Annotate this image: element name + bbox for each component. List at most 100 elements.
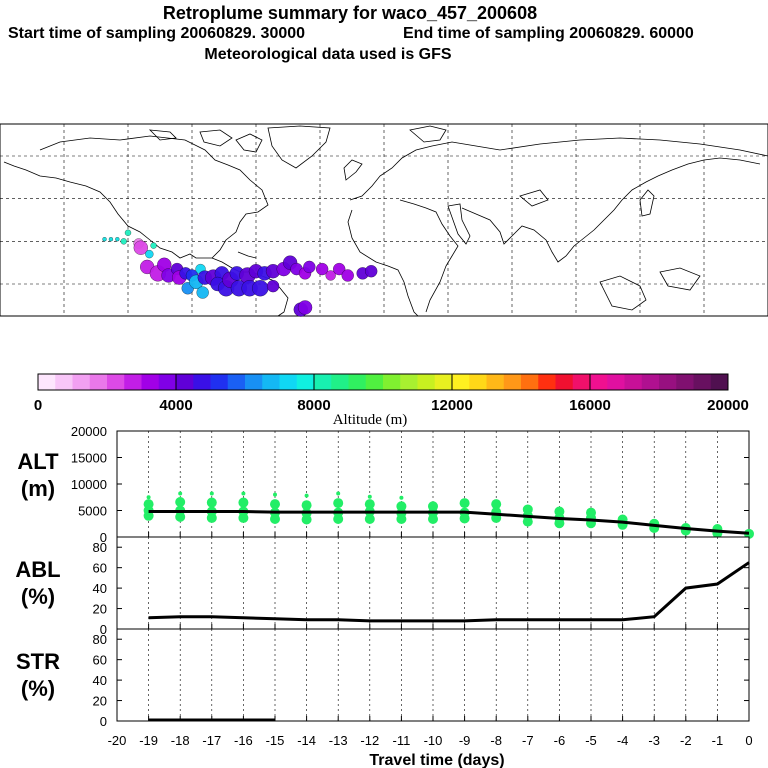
plume-marker	[333, 262, 346, 276]
colorbar-cell	[89, 374, 108, 390]
time-series-panels: 05000100001500020000ALT(m)020406080ABL(%…	[15, 424, 754, 768]
colorbar-tick-label: 4000	[159, 397, 192, 414]
start-time-label: Start time of sampling 20060829. 30000	[8, 25, 306, 42]
colorbar-cell	[417, 374, 436, 390]
alt-point	[522, 504, 533, 515]
alt-point	[241, 491, 246, 496]
altitude-colorbar: 0 4000 8000 12000 16000 20000 Altitude (m)	[34, 373, 749, 428]
x-tick-label: -18	[171, 733, 190, 748]
colorbar-tick-label: 16000	[569, 397, 611, 414]
colorbar-cell	[107, 374, 125, 390]
x-axis-label: Travel time (days)	[369, 752, 504, 768]
y-tick-label: 80	[93, 540, 107, 555]
colorbar-tick-label: 8000	[297, 397, 330, 414]
alt-point	[206, 497, 217, 508]
retroplume-markers	[102, 229, 378, 317]
coastlines	[3, 125, 768, 317]
alt-point	[304, 493, 309, 498]
alt-point	[273, 492, 277, 497]
x-tick-label: -5	[585, 733, 597, 748]
alt-point	[554, 506, 565, 517]
alt-median-line	[148, 510, 750, 535]
alt-point	[364, 499, 375, 510]
met-data-label: Meteorological data used is GFS	[204, 46, 452, 63]
x-tick-label: -4	[617, 733, 629, 748]
plume-marker	[196, 286, 209, 299]
alt-point	[178, 491, 183, 496]
colorbar-cell	[124, 374, 142, 390]
colorbar-cell	[383, 374, 401, 390]
plume-marker	[133, 240, 148, 255]
alt-point	[333, 498, 344, 509]
colorbar-frame	[37, 373, 729, 391]
alt-point	[270, 499, 280, 510]
colorbar-cell	[503, 374, 522, 390]
x-tick-label: -19	[139, 733, 158, 748]
x-tick-label: -2	[680, 733, 692, 748]
colorbar-cell	[331, 374, 349, 390]
alt-point	[586, 507, 596, 518]
x-tick-label: -9	[459, 733, 471, 748]
colorbar-cell	[296, 374, 315, 390]
plume-marker	[365, 265, 378, 278]
plume-marker	[315, 262, 329, 276]
plume-marker	[108, 237, 114, 242]
colorbar-cell	[452, 374, 470, 390]
colorbar-cell	[158, 374, 177, 390]
plume-marker	[145, 249, 154, 259]
colorbar-cell	[210, 374, 229, 390]
alt-point	[146, 495, 151, 500]
colorbar-cell	[38, 374, 56, 390]
alt-point	[336, 491, 341, 496]
y-tick-label: 5000	[78, 504, 107, 519]
abl-line	[148, 561, 750, 623]
colorbar-cell	[538, 374, 556, 390]
plume-marker	[297, 300, 313, 315]
colorbar-cell	[607, 374, 625, 390]
plume-marker	[120, 238, 127, 245]
x-tick-label: -15	[266, 733, 285, 748]
colorbar-cell	[245, 374, 263, 390]
x-tick-label: -3	[648, 733, 660, 748]
colorbar-cell	[590, 374, 608, 390]
x-tick-label: -16	[234, 733, 253, 748]
x-tick-label: -1	[712, 733, 724, 748]
alt-point	[459, 498, 470, 509]
x-tick-label: -6	[554, 733, 566, 748]
colorbar-cell	[193, 374, 211, 390]
colorbar-cell	[262, 374, 280, 390]
colorbar-cell	[279, 374, 298, 390]
y-tick-label: 0	[100, 714, 107, 729]
plume-marker	[266, 279, 280, 293]
alt-point	[175, 497, 186, 508]
x-tick-label: -10	[424, 733, 443, 748]
colorbar-cell	[676, 374, 694, 390]
y-tick-label: 40	[93, 673, 107, 688]
colorbar-cell	[314, 374, 332, 390]
chart-title: Retroplume summary for waco_457_200608	[162, 3, 538, 23]
colorbar-cell	[365, 374, 384, 390]
plume-marker	[341, 269, 354, 282]
x-tick-label: -7	[522, 733, 534, 748]
colorbar-cell	[227, 374, 246, 390]
world-map	[0, 123, 768, 317]
x-tick-label: -11	[392, 733, 410, 748]
colorbar-cell	[55, 374, 73, 390]
alt-point	[143, 499, 154, 510]
colorbar-cell	[141, 374, 160, 390]
colorbar-cell	[659, 374, 677, 390]
colorbar-label: Altitude (m)	[333, 412, 408, 428]
colorbar-cell	[555, 374, 574, 390]
colorbar-cell	[521, 374, 539, 390]
y-tick-label: 20000	[71, 424, 107, 439]
plume-marker	[303, 260, 316, 274]
y-tick-label: 20	[93, 602, 107, 617]
alt-point	[744, 528, 754, 539]
str-panel: 0 20 40 60 80 STR(%)	[16, 628, 750, 729]
panel-label: STR	[16, 649, 60, 674]
alt-point	[364, 513, 375, 524]
y-tick-label: 0	[100, 622, 107, 637]
y-tick-label: 10000	[71, 477, 107, 492]
alt-point	[428, 501, 438, 512]
x-tick-label: -13	[329, 733, 348, 748]
